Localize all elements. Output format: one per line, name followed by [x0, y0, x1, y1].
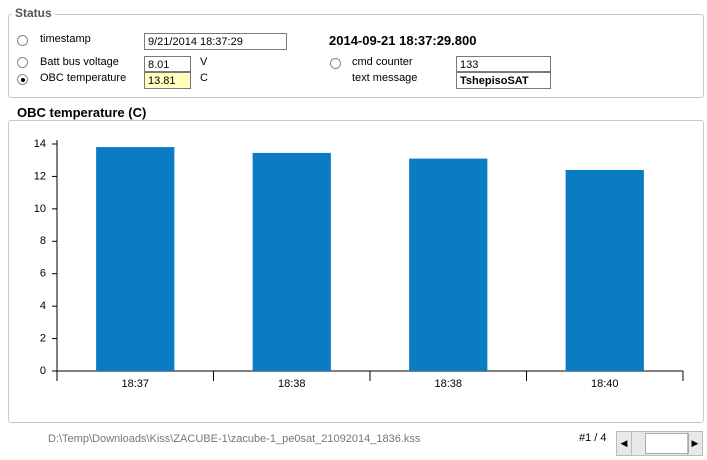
- text-field[interactable]: 9/21/2014 18:37:29: [144, 33, 287, 50]
- bar: [96, 147, 175, 371]
- x-tick-label: 18:37: [121, 378, 149, 390]
- text-field[interactable]: TshepisoSAT: [456, 72, 551, 89]
- radio[interactable]: [17, 35, 28, 46]
- label: text message: [352, 72, 418, 84]
- y-tick-label: 0: [40, 365, 46, 377]
- y-tick-label: 6: [40, 268, 46, 280]
- scroll-thumb[interactable]: [645, 433, 689, 454]
- y-tick-label: 12: [34, 170, 46, 182]
- chart-group: [8, 120, 704, 423]
- radio[interactable]: [17, 74, 28, 85]
- label: Batt bus voltage: [40, 56, 119, 68]
- page-indicator: #1 / 4: [579, 432, 607, 444]
- y-tick-label: 4: [40, 300, 46, 312]
- unit: C: [200, 72, 208, 84]
- label: OBC temperature: [40, 72, 127, 84]
- y-tick-label: 2: [40, 332, 46, 344]
- y-tick-label: 14: [34, 138, 46, 150]
- status-group: [8, 14, 704, 98]
- chart: 0 2 4 6 8 10 12 14 18:37 18:38 18:38 18:40: [34, 138, 684, 390]
- timestamp-display: 2014-09-21 18:37:29.800: [329, 33, 477, 48]
- file-path: D:\Temp\Downloads\Kiss\ZACUBE-1\zacube-1…: [48, 433, 421, 445]
- text-field[interactable]: 133: [456, 56, 551, 72]
- scroll-right[interactable]: ▶: [687, 432, 702, 455]
- scrollbar[interactable]: ◀ ▶: [616, 431, 703, 456]
- label: cmd counter: [352, 56, 413, 68]
- chart-title: OBC temperature (C): [14, 105, 150, 120]
- label: timestamp: [40, 33, 91, 45]
- bar: [252, 152, 331, 371]
- y-tick-label: 8: [40, 235, 46, 247]
- status-title: Status: [12, 6, 55, 20]
- y-tick-label: 10: [34, 203, 46, 215]
- text-field[interactable]: 8.01: [144, 56, 191, 72]
- radio[interactable]: [330, 58, 341, 69]
- scroll-left[interactable]: ◀: [617, 432, 632, 455]
- unit: V: [200, 56, 208, 68]
- x-tick-label: 18:38: [278, 378, 306, 390]
- text-field[interactable]: 13.81: [144, 72, 191, 89]
- x-tick-label: 18:38: [434, 378, 462, 390]
- radio[interactable]: [17, 57, 28, 68]
- bar: [565, 169, 644, 371]
- x-tick-label: 18:40: [591, 378, 619, 390]
- bar: [409, 158, 488, 371]
